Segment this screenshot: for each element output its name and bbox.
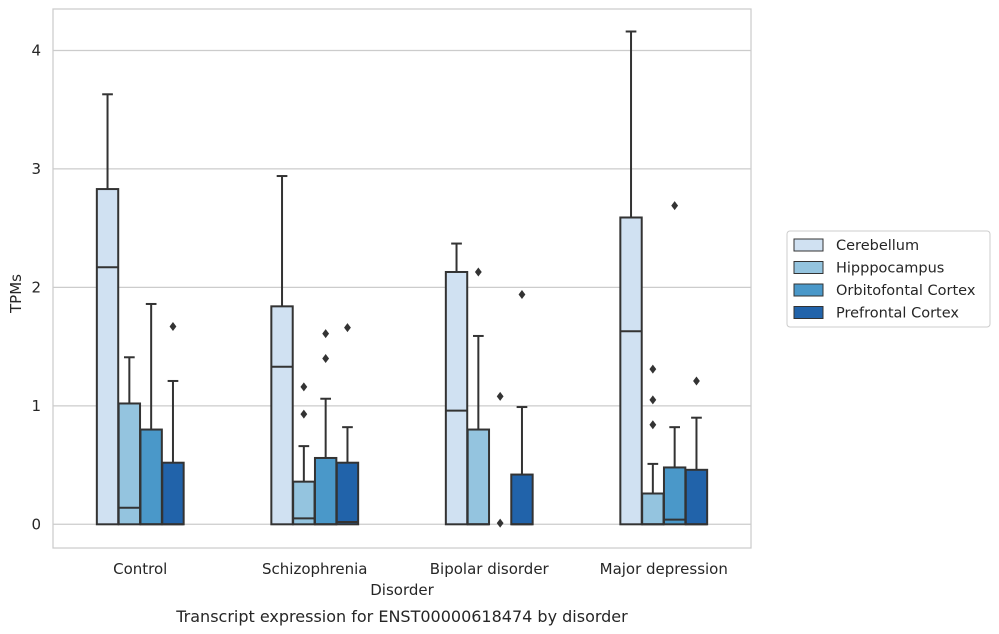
box-body xyxy=(335,461,360,526)
outlier-point xyxy=(649,420,657,430)
box xyxy=(270,175,294,526)
y-tick-label: 3 xyxy=(31,160,41,178)
legend-swatch xyxy=(793,238,824,252)
box xyxy=(292,382,316,526)
outlier-point xyxy=(322,329,330,339)
legend-swatch xyxy=(793,283,824,297)
box xyxy=(117,356,142,526)
x-axis-title: Disorder xyxy=(370,581,434,599)
outlier-point xyxy=(496,391,504,401)
box xyxy=(335,323,360,526)
y-tick-labels: 0 1 2 3 4 xyxy=(31,41,41,533)
y-tick-label: 4 xyxy=(31,41,41,59)
legend-label: Cerebellum xyxy=(836,238,919,254)
box xyxy=(662,201,687,526)
y-axis-title: TPMs xyxy=(7,274,25,314)
legend-swatch xyxy=(793,306,824,319)
legend-label: Hipppocampus xyxy=(836,261,944,277)
outlier-point xyxy=(649,395,657,405)
box xyxy=(684,376,709,526)
box-body xyxy=(117,402,142,526)
x-tick-label: Schizophrenia xyxy=(262,560,367,578)
box xyxy=(139,302,163,526)
box xyxy=(641,364,665,526)
legend-swatch xyxy=(793,261,824,274)
outlier-point xyxy=(518,289,526,299)
x-tick-label: Major depression xyxy=(600,560,728,578)
box-body xyxy=(662,466,687,526)
legend: Cerebellum Hipppocampus Orbitofontal Corte… xyxy=(786,230,991,328)
y-tick-label: 0 xyxy=(31,515,41,533)
outlier-point xyxy=(693,376,700,386)
outlier-point xyxy=(496,518,504,528)
y-tick-label: 1 xyxy=(31,397,41,415)
outlier-point xyxy=(300,382,308,392)
outlier-point xyxy=(649,364,657,374)
legend-label: Prefrontal Cortex xyxy=(836,306,959,322)
box xyxy=(444,242,469,526)
x-tick-label: Control xyxy=(113,560,167,578)
box-body xyxy=(270,305,294,526)
legend-frame xyxy=(786,230,991,328)
chart-caption: Transcript expression for ENST0000061847… xyxy=(175,607,628,626)
box xyxy=(313,329,338,526)
outlier-point xyxy=(344,323,351,333)
box-body xyxy=(444,270,469,526)
box xyxy=(510,289,534,526)
plot-frame xyxy=(52,8,752,549)
outlier-point xyxy=(300,409,308,419)
box xyxy=(496,391,504,528)
box-body xyxy=(641,492,665,526)
box xyxy=(619,30,643,526)
box xyxy=(161,321,185,526)
box-body xyxy=(510,473,534,526)
x-tick-labels: Control Schizophrenia Bipolar disorder Majo… xyxy=(113,560,728,578)
box-body xyxy=(619,216,643,526)
box-plots xyxy=(95,30,709,528)
box xyxy=(466,267,491,526)
box-body xyxy=(313,456,338,526)
x-tick-label: Bipolar disorder xyxy=(430,560,550,578)
box-body xyxy=(466,428,491,526)
outlier-point xyxy=(322,353,330,363)
y-tick-label: 2 xyxy=(31,278,41,296)
outlier-point xyxy=(671,201,679,211)
outlier-point xyxy=(474,267,482,277)
box-body xyxy=(139,428,163,526)
box-body xyxy=(684,468,709,526)
box xyxy=(95,93,120,526)
box-body xyxy=(95,188,120,526)
legend-label: Orbitofontal Cortex xyxy=(836,283,976,299)
outlier-point xyxy=(169,321,177,331)
box-body xyxy=(161,461,185,526)
